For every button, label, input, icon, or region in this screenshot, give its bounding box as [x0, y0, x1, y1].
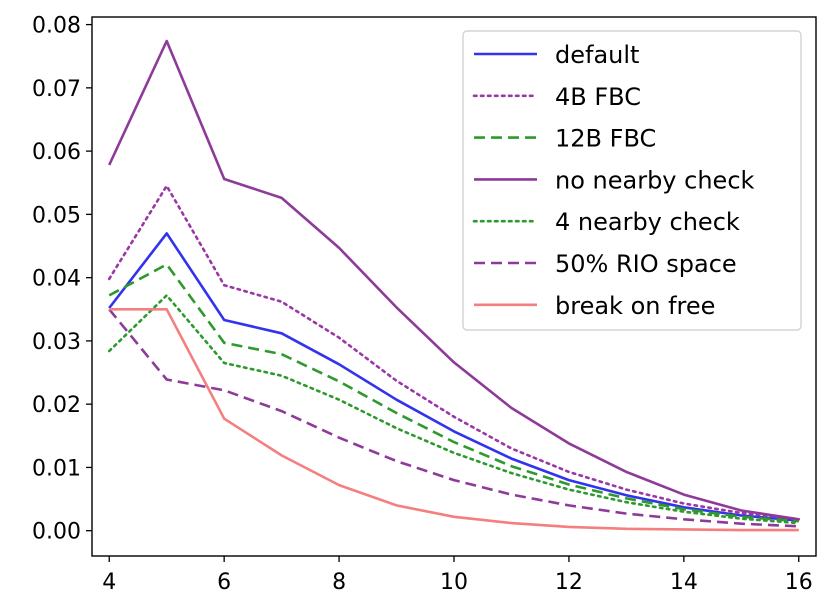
legend-box [462, 30, 802, 331]
x-tick-label: 12 [555, 570, 583, 595]
x-axis-ticks: 4 6 8 10 12 14 16 [102, 556, 813, 595]
legend-label-break-on-free: break on free [555, 292, 715, 320]
y-tick-label: 0.06 [32, 140, 81, 165]
series-line-4b-fbc [107, 184, 801, 521]
series-line-no-nearby-check [108, 39, 799, 521]
legend-label-no-nearby-check: no nearby check [555, 166, 755, 194]
series-line-4-nearby-check [107, 294, 801, 525]
series-line-break-on-free [109, 307, 799, 532]
legend-label-12b-fbc: 12B FBC [555, 125, 656, 153]
y-tick-label: 0.02 [32, 393, 81, 418]
legend: default 4B FBC 12B FBC no nearby check 4 nea… [462, 30, 802, 331]
legend-label-4-nearby-check: 4 nearby check [555, 208, 740, 236]
y-tick-label: 0.05 [32, 203, 81, 228]
x-tick-label: 10 [440, 570, 468, 595]
legend-label-default: default [555, 41, 639, 69]
y-tick-label: 0.01 [32, 456, 81, 481]
series-line-12b-fbc [108, 263, 799, 523]
y-axis-ticks: 0.00 0.01 0.02 0.03 0.04 0.05 0.06 0.07 0.08 [32, 14, 92, 545]
y-tick-label: 0.08 [32, 14, 81, 39]
y-tick-label: 0.00 [32, 520, 81, 545]
y-tick-label: 0.04 [32, 267, 81, 292]
legend-label-50pct-rio-space: 50% RIO space [555, 250, 737, 278]
x-tick-label: 6 [217, 570, 231, 595]
legend-label-4b-fbc: 4B FBC [555, 83, 641, 111]
x-tick-label: 14 [670, 570, 698, 595]
x-tick-label: 16 [785, 570, 813, 595]
series-line-50pct-rio-space [108, 308, 799, 528]
series-line-default [108, 232, 799, 522]
y-tick-label: 0.07 [32, 77, 81, 102]
series-layer [107, 39, 801, 532]
x-tick-label: 8 [332, 570, 346, 595]
x-tick-label: 4 [102, 570, 116, 595]
y-tick-label: 0.03 [32, 330, 81, 355]
